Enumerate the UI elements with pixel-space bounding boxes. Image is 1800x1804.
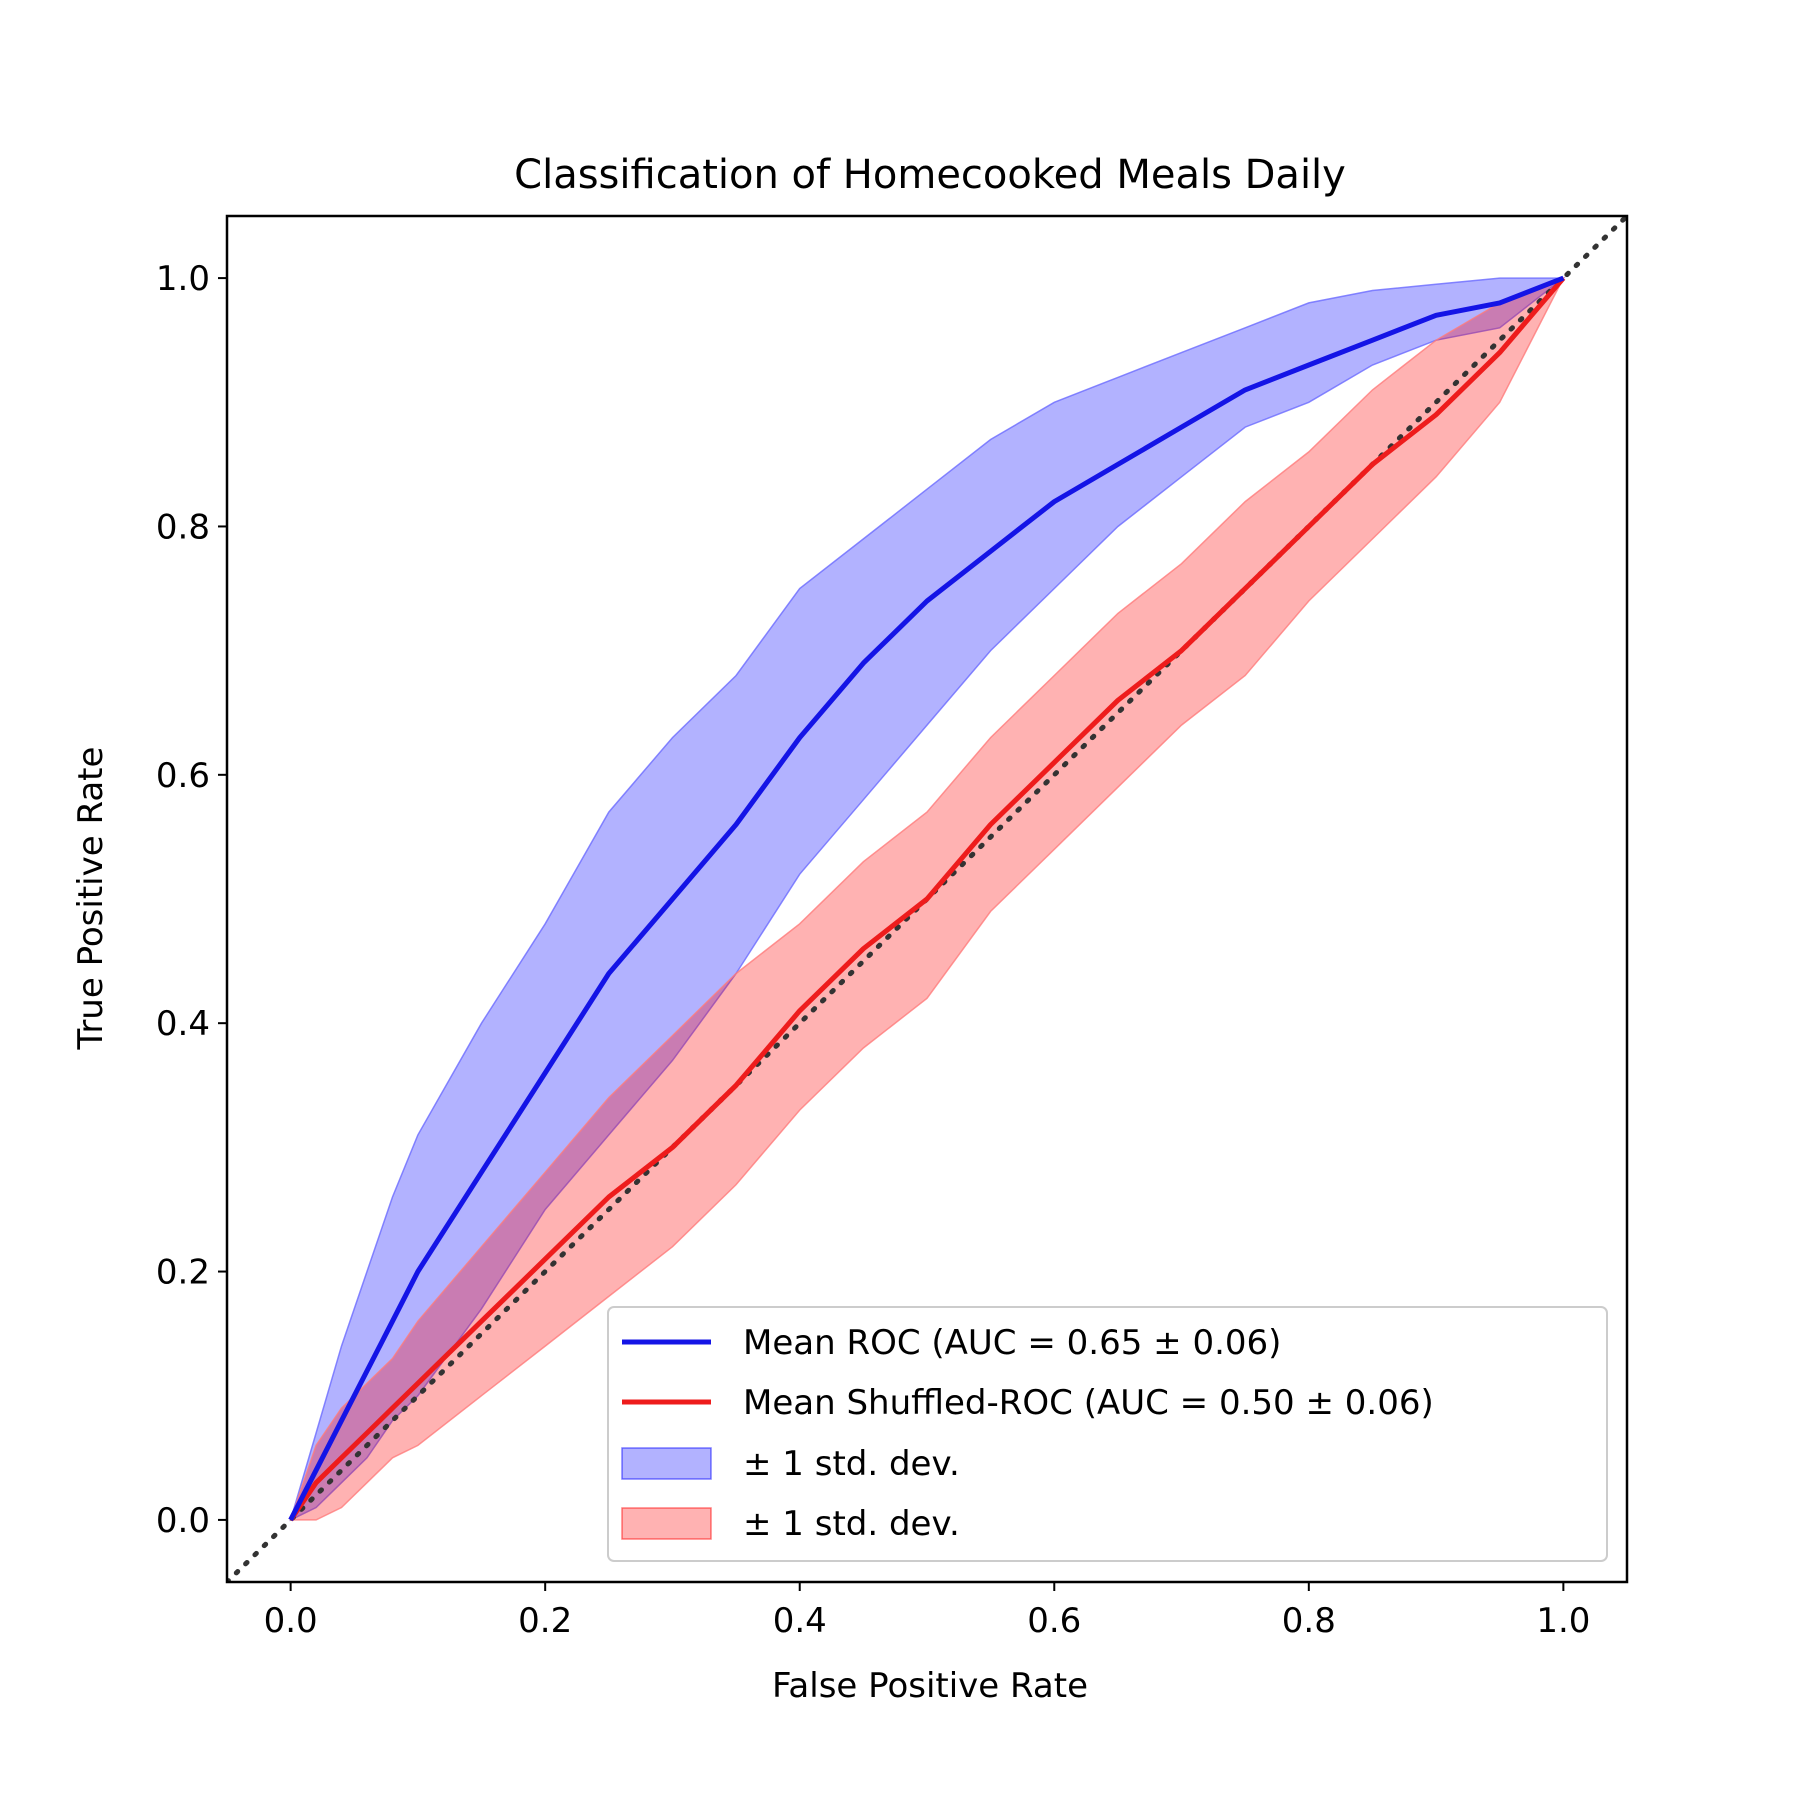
x-tick-label: 0.8 <box>1282 1601 1336 1641</box>
y-tick-label: 0.2 <box>156 1253 210 1293</box>
x-tick-label: 0.0 <box>264 1601 318 1641</box>
y-tick-label: 0.8 <box>156 507 210 547</box>
x-tick-label: 0.6 <box>1027 1601 1081 1641</box>
y-tick-label: 1.0 <box>156 259 210 299</box>
axes-frame <box>225 214 1629 1584</box>
legend-label: Mean ROC (AUC = 0.65 ± 0.06) <box>743 1323 1281 1363</box>
x-axis-label: False Positive Rate <box>772 1666 1088 1706</box>
mean-roc-line <box>288 275 1565 1522</box>
legend-label: ± 1 std. dev. <box>743 1504 960 1544</box>
y-tick-label: 0.0 <box>156 1501 210 1541</box>
y-axis-label: True Positive Rate <box>71 747 111 1051</box>
legend-label: ± 1 std. dev. <box>743 1444 960 1484</box>
y-tick-label: 0.6 <box>156 756 210 796</box>
x-tick-label: 1.0 <box>1536 1601 1590 1641</box>
legend-label: Mean Shuffled-ROC (AUC = 0.50 ± 0.06) <box>743 1383 1434 1423</box>
x-tick-label: 0.4 <box>773 1601 827 1641</box>
legend-box <box>607 1306 1608 1562</box>
plot-clip-group <box>227 216 1627 1582</box>
legend-patch-swatch <box>621 1507 712 1540</box>
mean-shuffled-roc-line <box>288 276 1566 1522</box>
y-tick-label: 0.4 <box>156 1004 210 1044</box>
plot-area <box>225 214 1629 1584</box>
legend: Mean ROC (AUC = 0.65 ± 0.06) Mean Shuffle… <box>607 1306 1608 1562</box>
legend-patch-swatch <box>621 1447 712 1480</box>
x-tick-label: 0.2 <box>518 1601 572 1641</box>
axis-ticks: 0.0 0.2 0.4 0.6 0.8 1.0 0.0 0.2 0.4 0.6 0.8 1.0 <box>156 259 1590 1641</box>
chart-title: Classification of Homecooked Meals Daily <box>514 152 1346 198</box>
